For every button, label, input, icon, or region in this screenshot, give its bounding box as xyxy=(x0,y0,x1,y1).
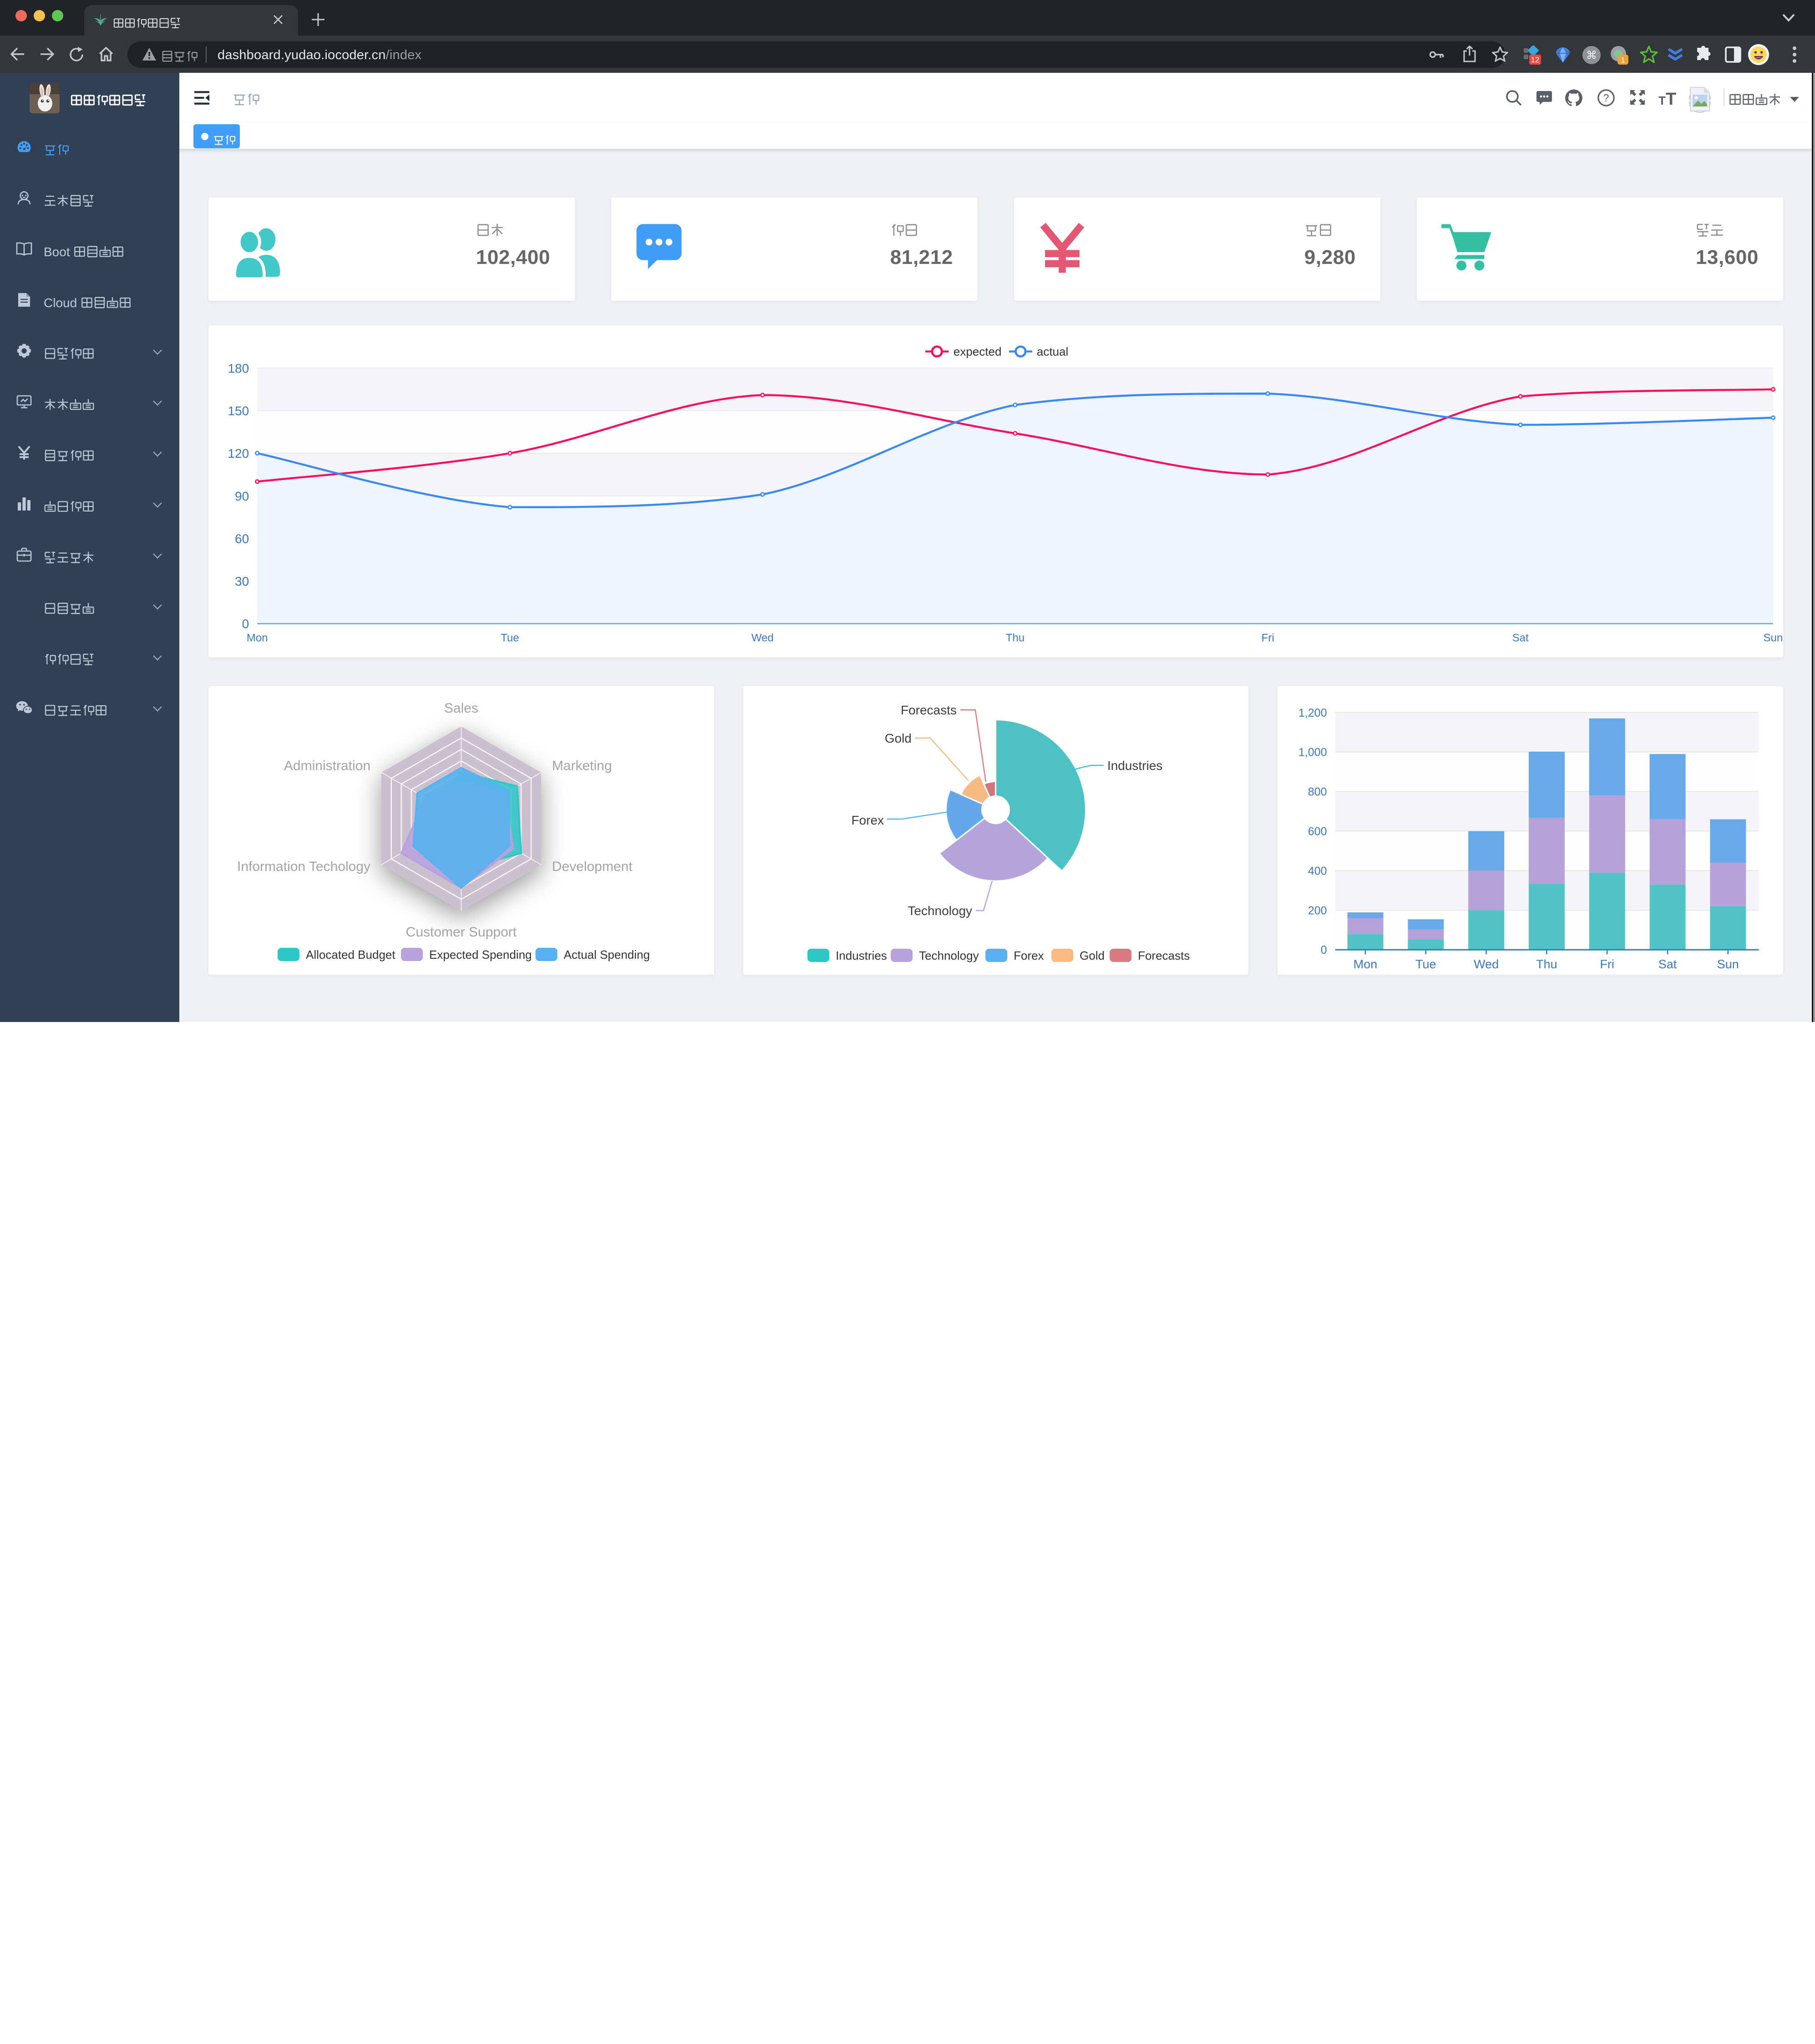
svg-text:120: 120 xyxy=(228,446,249,460)
svg-text:T: T xyxy=(1658,94,1666,106)
svg-text:1,200: 1,200 xyxy=(1298,707,1327,719)
svg-text:Sun: Sun xyxy=(1764,632,1783,644)
svg-text:Actual Spending: Actual Spending xyxy=(564,948,650,961)
svg-text:Mon: Mon xyxy=(1354,957,1378,971)
svg-text:Wed: Wed xyxy=(751,632,774,644)
svg-text:Fri: Fri xyxy=(1262,632,1274,644)
svg-text:0: 0 xyxy=(1321,944,1327,956)
svg-text:180: 180 xyxy=(228,361,249,375)
svg-text:?: ? xyxy=(1603,92,1609,104)
svg-text:T: T xyxy=(1666,90,1676,106)
svg-text:150: 150 xyxy=(228,404,249,418)
svg-text:90: 90 xyxy=(235,489,249,503)
svg-text:actual: actual xyxy=(1037,345,1068,359)
svg-text:Development: Development xyxy=(552,859,633,874)
svg-text:Forex: Forex xyxy=(851,813,884,827)
svg-text:Gold: Gold xyxy=(1080,949,1105,962)
svg-text:Forecasts: Forecasts xyxy=(901,703,957,717)
svg-text:Gold: Gold xyxy=(885,731,912,745)
svg-text:Expected Spending: Expected Spending xyxy=(429,948,532,961)
svg-text:400: 400 xyxy=(1308,865,1327,877)
svg-text:Technology: Technology xyxy=(919,949,979,962)
svg-text:Administration: Administration xyxy=(284,759,370,774)
svg-text:12: 12 xyxy=(1531,56,1540,64)
svg-text:Tue: Tue xyxy=(501,632,519,644)
svg-text:Customer Support: Customer Support xyxy=(406,925,517,940)
svg-text:Sat: Sat xyxy=(1512,632,1529,644)
svg-text:Fri: Fri xyxy=(1600,957,1614,971)
svg-text:0: 0 xyxy=(242,617,249,631)
svg-text:expected: expected xyxy=(953,345,1002,359)
svg-text:Forex: Forex xyxy=(1014,949,1044,962)
svg-text:Information Techology: Information Techology xyxy=(237,859,370,874)
svg-text:Thu: Thu xyxy=(1006,632,1024,644)
svg-text:1: 1 xyxy=(1621,56,1625,65)
svg-text:Thu: Thu xyxy=(1536,957,1558,971)
svg-text:800: 800 xyxy=(1308,786,1327,799)
svg-text:Sun: Sun xyxy=(1717,957,1739,971)
svg-text:200: 200 xyxy=(1308,904,1327,917)
svg-text:Marketing: Marketing xyxy=(552,759,612,774)
svg-text:Tue: Tue xyxy=(1415,957,1436,971)
svg-text:Industries: Industries xyxy=(1107,759,1162,773)
svg-text:30: 30 xyxy=(235,574,249,588)
svg-text:Forecasts: Forecasts xyxy=(1138,949,1190,962)
svg-text:60: 60 xyxy=(235,532,249,546)
svg-text:600: 600 xyxy=(1308,825,1327,838)
svg-text:1,000: 1,000 xyxy=(1298,746,1327,759)
svg-text:⌘: ⌘ xyxy=(1586,50,1597,62)
svg-text:Mon: Mon xyxy=(247,632,268,644)
svg-text:Technology: Technology xyxy=(908,904,972,918)
svg-text:Allocated Budget: Allocated Budget xyxy=(306,948,395,961)
svg-text:Sat: Sat xyxy=(1658,957,1677,971)
svg-text:Sales: Sales xyxy=(444,701,478,716)
svg-text:Wed: Wed xyxy=(1474,957,1499,971)
svg-text:Industries: Industries xyxy=(836,949,887,962)
